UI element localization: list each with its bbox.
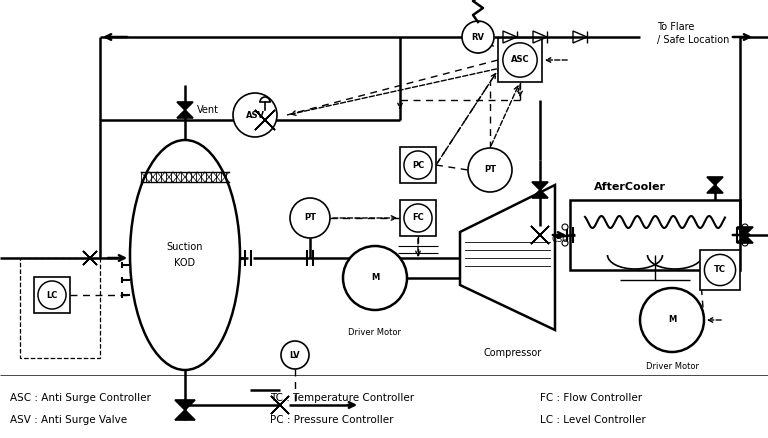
Text: RV: RV	[472, 32, 485, 42]
Bar	[400, 147, 436, 183]
Text: CSO: CSO	[552, 236, 570, 244]
Bar	[570, 200, 740, 270]
Text: Vent: Vent	[197, 105, 219, 115]
Text: Compressor: Compressor	[483, 348, 541, 358]
Text: PT: PT	[484, 166, 496, 174]
Circle shape	[742, 240, 748, 246]
Text: TC : Temperature Controller: TC : Temperature Controller	[270, 393, 414, 403]
Polygon shape	[531, 226, 549, 244]
Polygon shape	[707, 185, 723, 193]
Polygon shape	[271, 396, 289, 414]
Text: TC: TC	[714, 265, 726, 275]
Polygon shape	[177, 110, 193, 118]
Polygon shape	[255, 110, 275, 130]
Polygon shape	[83, 251, 97, 265]
Polygon shape	[532, 182, 548, 190]
Circle shape	[38, 281, 66, 309]
Text: ASC : Anti Surge Controller: ASC : Anti Surge Controller	[10, 393, 151, 403]
Text: AfterCooler: AfterCooler	[594, 182, 666, 192]
Polygon shape	[531, 226, 549, 244]
Circle shape	[640, 288, 704, 352]
Text: PC : Pressure Controller: PC : Pressure Controller	[270, 415, 393, 425]
Bar	[498, 38, 542, 82]
Text: M: M	[668, 315, 676, 325]
Text: M: M	[371, 273, 379, 283]
Text: FC: FC	[412, 213, 424, 223]
Text: ASV: ASV	[246, 110, 264, 120]
Polygon shape	[737, 227, 753, 235]
Text: LC: LC	[46, 290, 58, 300]
Circle shape	[704, 254, 736, 286]
Circle shape	[462, 21, 494, 53]
Polygon shape	[271, 396, 289, 414]
Text: Suction: Suction	[167, 242, 204, 252]
Circle shape	[281, 341, 309, 369]
Circle shape	[503, 43, 537, 77]
Ellipse shape	[130, 140, 240, 370]
Polygon shape	[255, 110, 275, 130]
Circle shape	[290, 198, 330, 238]
Circle shape	[343, 246, 407, 310]
Text: KOD: KOD	[174, 258, 196, 268]
Text: LC : Level Controller: LC : Level Controller	[540, 415, 646, 425]
Polygon shape	[177, 102, 193, 110]
Circle shape	[468, 148, 512, 192]
Bar	[700, 250, 740, 290]
Text: To Flare: To Flare	[657, 22, 694, 32]
Circle shape	[233, 93, 277, 137]
Bar	[400, 200, 436, 236]
Circle shape	[404, 151, 432, 179]
Polygon shape	[737, 235, 753, 243]
Polygon shape	[460, 185, 555, 330]
Text: PC: PC	[412, 160, 424, 170]
Polygon shape	[707, 177, 723, 185]
Text: / Safe Location: / Safe Location	[657, 35, 730, 45]
Circle shape	[562, 224, 568, 230]
Text: FC : Flow Controller: FC : Flow Controller	[540, 393, 642, 403]
Polygon shape	[175, 400, 195, 410]
Polygon shape	[175, 410, 195, 420]
Polygon shape	[532, 190, 548, 198]
Circle shape	[562, 240, 568, 246]
Polygon shape	[83, 251, 97, 265]
Bar	[20, 258, 100, 358]
Text: Driver Motor: Driver Motor	[349, 328, 402, 337]
Circle shape	[404, 204, 432, 232]
Bar	[34, 277, 70, 313]
Circle shape	[742, 224, 748, 230]
Text: Driver Motor: Driver Motor	[645, 362, 699, 371]
Text: ASC: ASC	[511, 56, 529, 64]
Text: ASV : Anti Surge Valve: ASV : Anti Surge Valve	[10, 415, 127, 425]
Text: PT: PT	[304, 213, 316, 223]
Text: LV: LV	[290, 350, 300, 360]
